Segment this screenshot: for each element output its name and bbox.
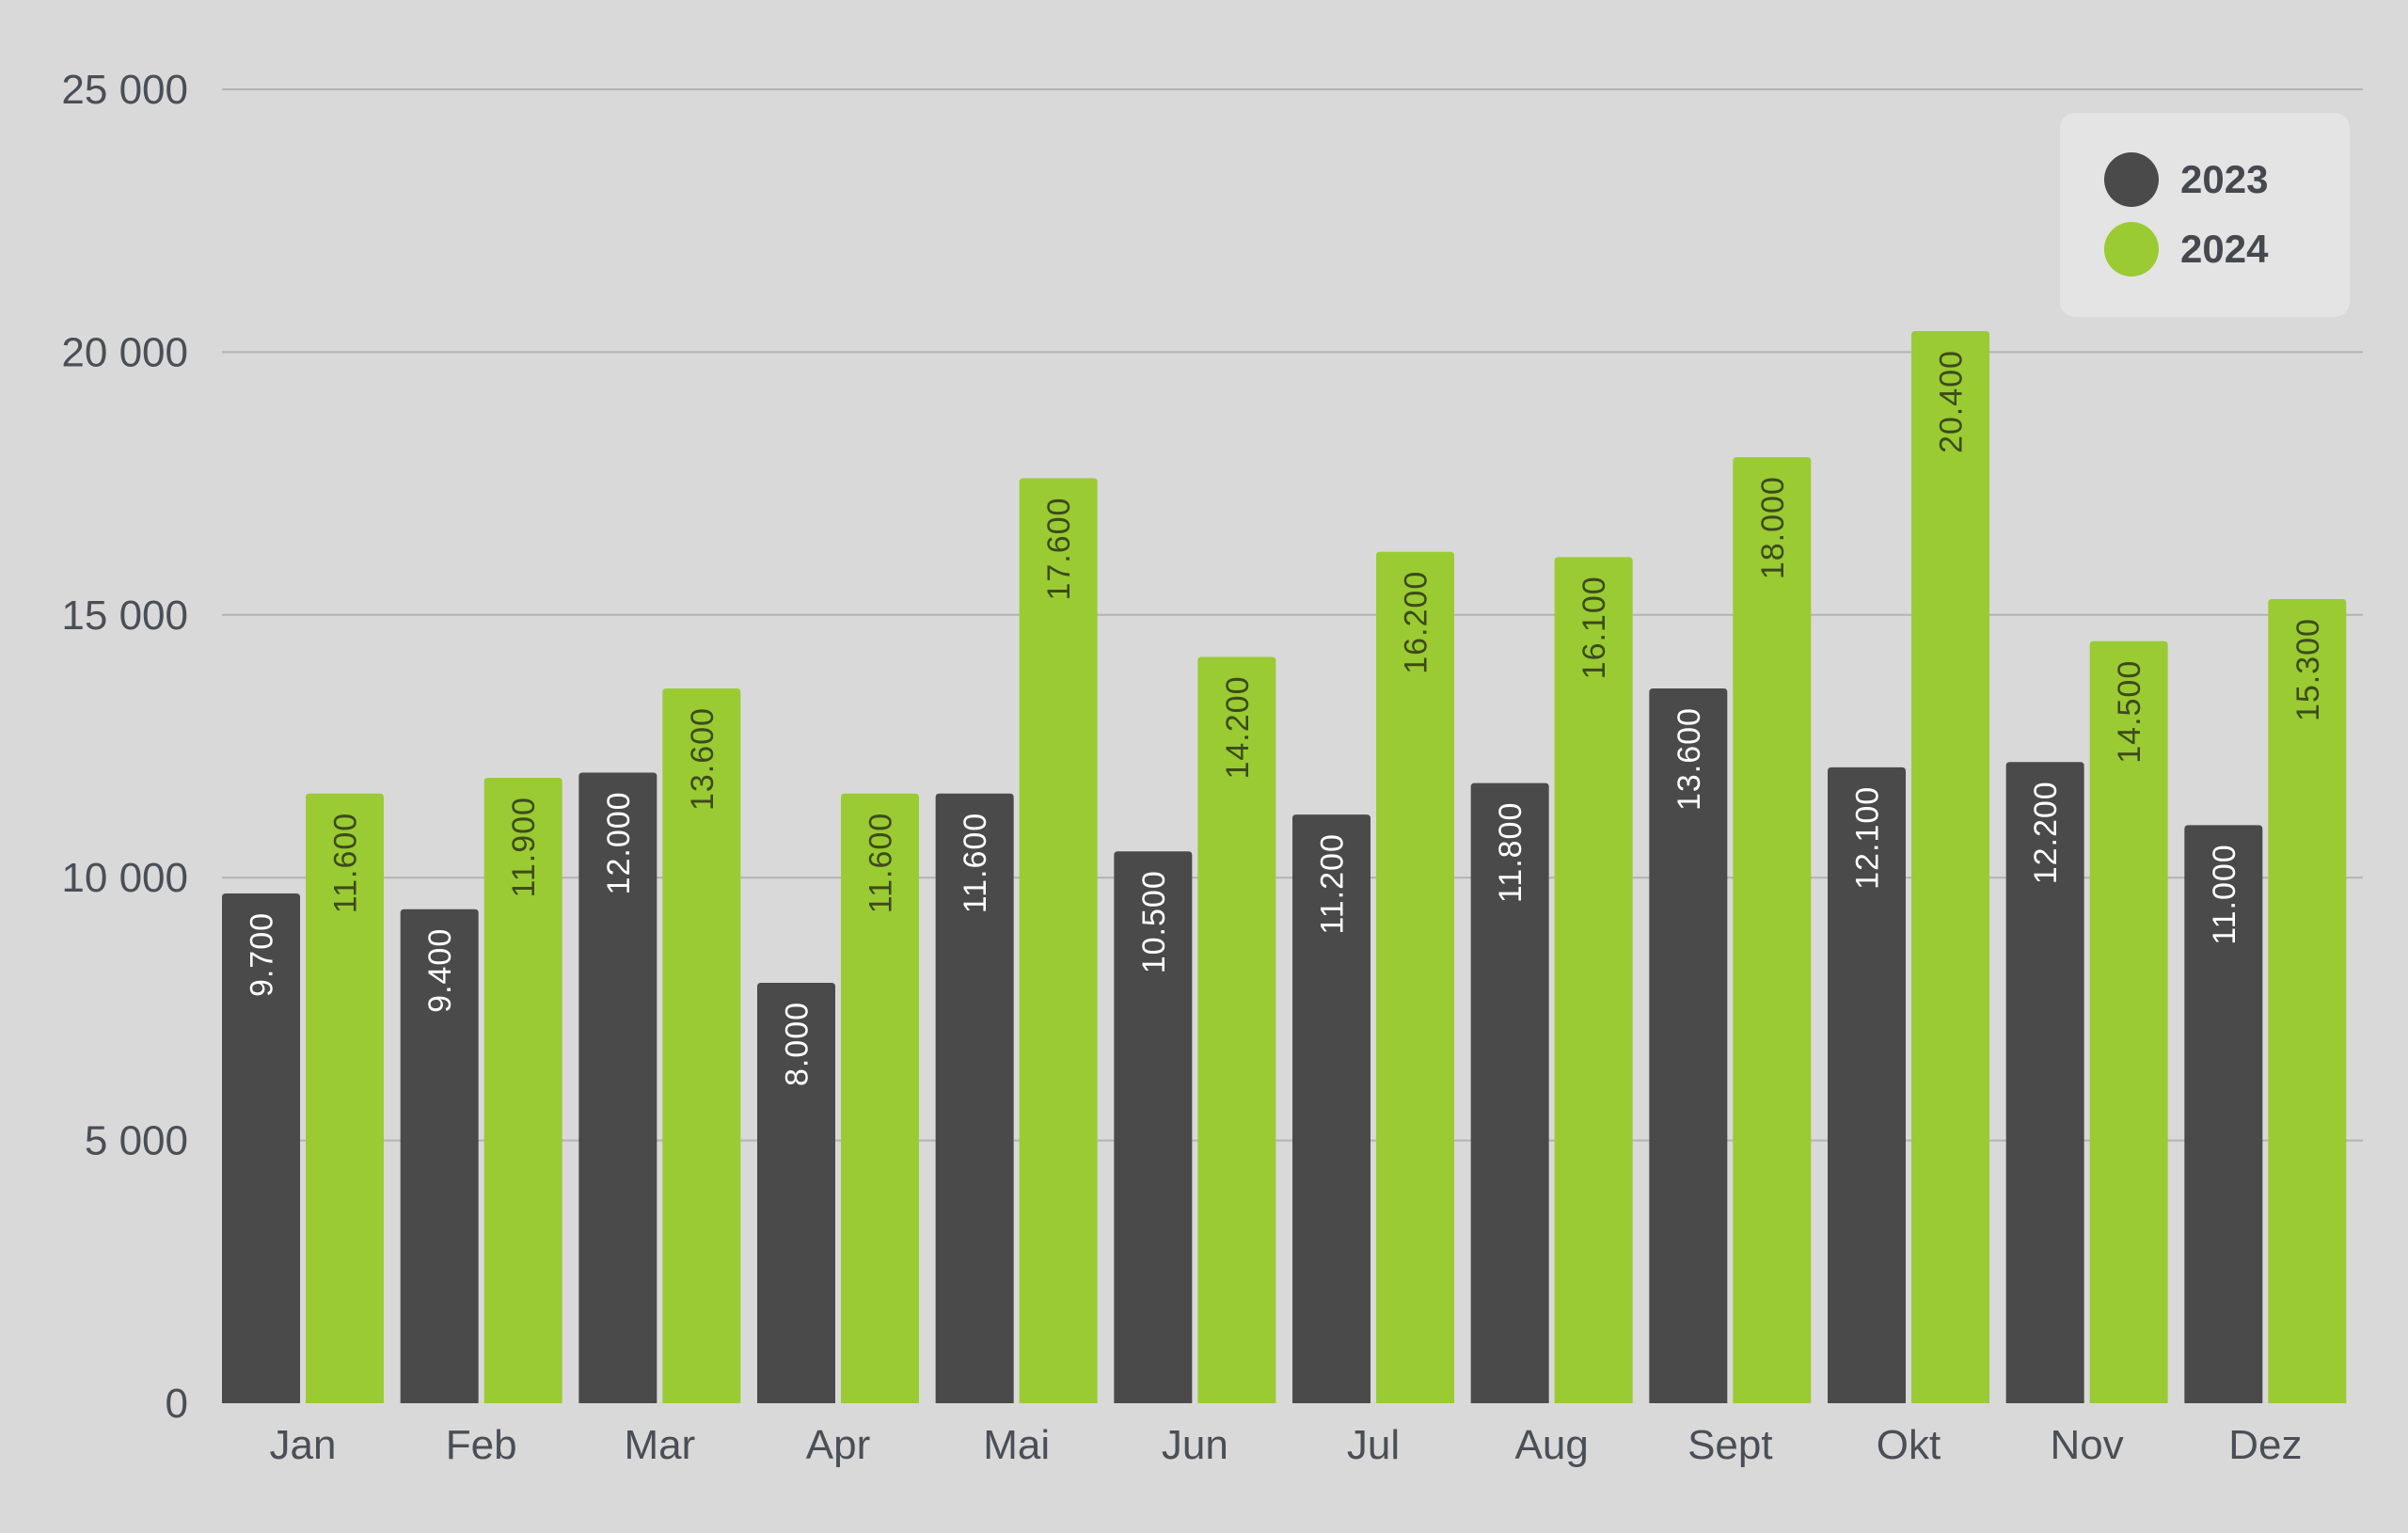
bar-2024-Jun xyxy=(1197,656,1276,1403)
bar-value-label: 12.100 xyxy=(1850,786,1886,890)
bar-2023-Mai xyxy=(935,793,1014,1403)
legend-label-2023: 2023 xyxy=(2180,157,2268,201)
bar-2023-Mar xyxy=(578,772,657,1403)
y-axis: 0 5 000 10 000 15 000 20 000 25 000 xyxy=(61,67,188,1427)
bar-value-label: 10.500 xyxy=(1136,870,1172,973)
bar-2023-Jan xyxy=(222,893,300,1403)
bar-value-label: 16.100 xyxy=(1576,576,1612,679)
legend-box xyxy=(2060,113,2350,317)
bar-2024-Feb xyxy=(483,778,562,1403)
x-tick-label: Dez xyxy=(2228,1422,2302,1468)
bar-value-label: 17.600 xyxy=(1041,498,1077,601)
bar-2024-Apr xyxy=(841,793,919,1403)
bar-2023-Sept xyxy=(1649,688,1728,1403)
bar-2023-Jul xyxy=(1292,814,1370,1403)
bar-2024-Dez xyxy=(2268,599,2347,1403)
bar-2023-Dez xyxy=(2184,825,2263,1403)
x-tick-label: Jul xyxy=(1347,1422,1400,1468)
bar-2023-Apr xyxy=(757,982,835,1403)
y-tick-label: 25 000 xyxy=(61,67,188,113)
bar-2023-Jun xyxy=(1114,851,1193,1403)
bar-value-label: 20.400 xyxy=(1934,350,1970,453)
bar-value-label: 9.400 xyxy=(422,928,458,1013)
bar-value-label: 16.200 xyxy=(1399,571,1434,674)
bar-2024-Nov xyxy=(2089,640,2168,1403)
x-tick-label: Mai xyxy=(983,1422,1050,1468)
y-tick-label: 5 000 xyxy=(85,1118,188,1164)
x-tick-label: Sept xyxy=(1687,1422,1773,1468)
bar-2024-Mai xyxy=(1019,478,1098,1404)
bar-value-label: 11.800 xyxy=(1493,802,1529,903)
x-tick-label: Feb xyxy=(446,1422,517,1468)
bar-value-labels: 9.700 11.600 9.400 11.900 12.000 13.600 8.000 1… xyxy=(245,350,2326,1086)
bar-2023-Okt xyxy=(1828,766,1906,1403)
bar-value-label: 9.700 xyxy=(245,912,280,997)
bar-value-label: 11.000 xyxy=(2207,844,2242,944)
bar-value-label: 13.600 xyxy=(1671,707,1707,811)
y-tick-label: 0 xyxy=(166,1381,188,1427)
bars xyxy=(222,331,2347,1404)
y-tick-label: 10 000 xyxy=(61,855,188,901)
bar-2024-Jul xyxy=(1376,551,1454,1403)
bar-value-label: 11.600 xyxy=(863,813,899,913)
bar-value-label: 11.200 xyxy=(1315,833,1351,934)
bar-value-label: 8.000 xyxy=(780,1002,816,1086)
bar-value-label: 15.300 xyxy=(2290,618,2326,721)
bar-value-label: 12.200 xyxy=(2028,781,2064,884)
bar-value-label: 12.000 xyxy=(601,791,637,894)
x-tick-label: Okt xyxy=(1877,1422,1941,1468)
bar-2024-Jan xyxy=(306,793,384,1403)
bar-value-label: 14.200 xyxy=(1220,676,1256,780)
bar-2024-Sept xyxy=(1733,457,1812,1403)
x-tick-label: Apr xyxy=(806,1422,870,1468)
bar-2024-Okt xyxy=(1911,331,1989,1404)
bar-2023-Aug xyxy=(1470,782,1549,1403)
legend-marker-2024 xyxy=(2104,222,2159,277)
bar-value-label: 11.600 xyxy=(328,813,364,913)
bar-2024-Mar xyxy=(662,688,741,1403)
y-tick-label: 15 000 xyxy=(61,593,188,639)
bar-value-label: 13.600 xyxy=(685,707,721,811)
x-axis: Jan Feb Mar Apr Mai Jun Jul Aug Sept Okt Nov Dez xyxy=(270,1422,2303,1468)
bar-value-label: 11.600 xyxy=(958,813,993,913)
x-tick-label: Nov xyxy=(2051,1422,2124,1468)
bar-2023-Nov xyxy=(2005,762,2084,1403)
legend: 2023 2024 xyxy=(2060,113,2350,317)
x-tick-label: Mar xyxy=(624,1422,695,1468)
legend-marker-2023 xyxy=(2104,152,2159,207)
bar-2023-Feb xyxy=(400,909,479,1403)
x-tick-label: Aug xyxy=(1515,1422,1589,1468)
y-tick-label: 20 000 xyxy=(61,329,188,375)
bar-value-label: 14.500 xyxy=(2112,660,2147,764)
x-tick-label: Jan xyxy=(270,1422,337,1468)
bar-2024-Aug xyxy=(1554,557,1633,1403)
legend-label-2024: 2024 xyxy=(2180,227,2269,271)
x-tick-label: Jun xyxy=(1162,1422,1228,1468)
bar-value-label: 11.900 xyxy=(506,797,542,897)
bar-value-label: 18.000 xyxy=(1755,476,1791,579)
